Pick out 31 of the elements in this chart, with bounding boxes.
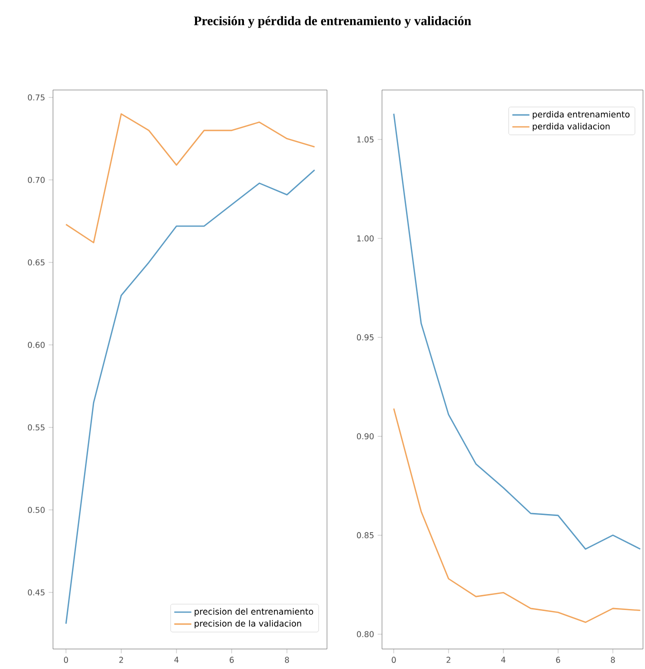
y-tick-label: 0.60: [28, 342, 45, 348]
y-tick-label: 0.65: [28, 259, 44, 266]
y-tick-label: 0.70: [28, 176, 45, 183]
legend-label: perdida entrenamiento: [532, 110, 630, 120]
y-tick-label: 0.95: [356, 334, 374, 340]
y-tick-label: 0.50: [28, 506, 45, 513]
x-tick-label: 8: [610, 656, 615, 663]
x-tick-label: 2: [446, 656, 450, 663]
x-tick-label: 2: [119, 656, 123, 663]
y-tick-label: 1.00: [357, 235, 374, 242]
legend-label: precision de la validacion: [194, 620, 302, 628]
x-tick-label: 4: [174, 656, 179, 663]
y-tick-label: 0.90: [356, 433, 374, 440]
x-tick-label: 4: [501, 656, 506, 663]
y-tick-label: 0.75: [28, 94, 44, 100]
x-tick-label: 6: [230, 656, 234, 663]
y-tick-label: 1.05: [357, 136, 374, 142]
y-tick-label: 0.80: [356, 631, 374, 638]
y-tick-label: 0.85: [356, 532, 374, 538]
line-series: [65, 113, 316, 244]
legend-label: precision del entrenamiento: [194, 608, 314, 616]
x-tick-label: 0: [392, 656, 396, 663]
y-tick-label: 0.55: [28, 424, 44, 430]
x-tick-label: 8: [284, 656, 289, 663]
chart-title: Precisión y pérdida de entrenamiento y validación: [194, 16, 472, 28]
line-series: [393, 113, 641, 550]
x-tick-label: 0: [64, 656, 68, 663]
y-tick-label: 0.45: [28, 589, 44, 596]
x-tick-label: 6: [556, 656, 560, 663]
legend-label: perdida validacion: [532, 122, 610, 132]
line-series: [393, 408, 641, 623]
